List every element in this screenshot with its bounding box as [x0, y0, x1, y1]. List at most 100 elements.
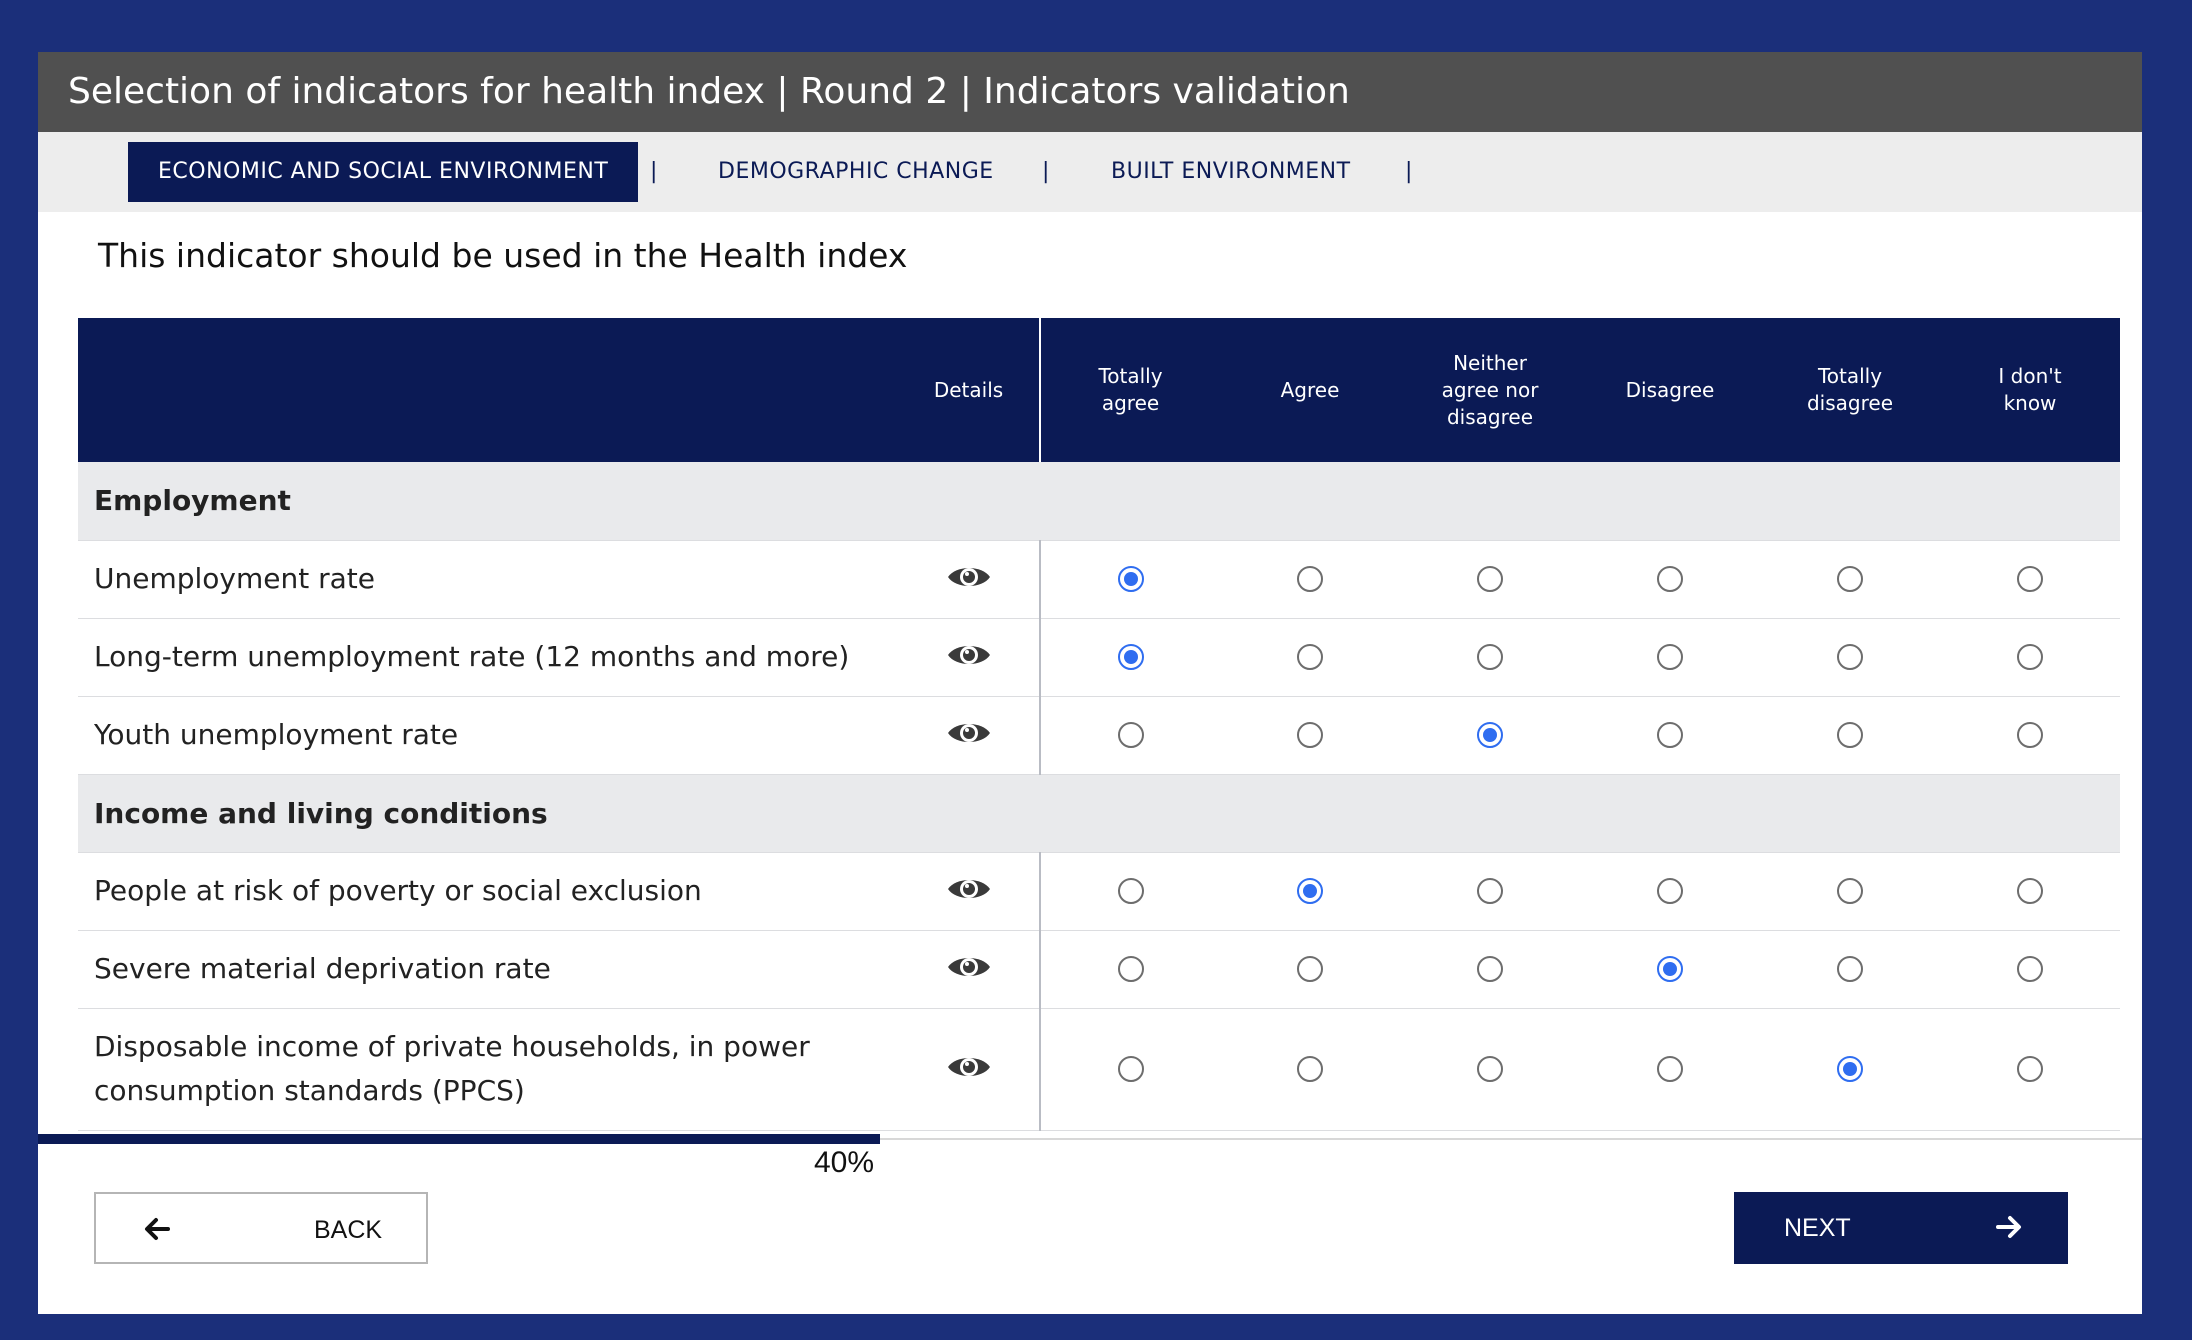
rating-radio[interactable] [1117, 1056, 1144, 1082]
eye-icon[interactable] [946, 1052, 992, 1086]
option-cell [1220, 540, 1400, 619]
details-cell [898, 852, 1041, 931]
indicator-row: Unemployment rate [78, 540, 2120, 619]
option-cell [1220, 852, 1400, 931]
rating-radio[interactable] [1477, 722, 1503, 748]
rating-radio[interactable] [1837, 644, 1863, 670]
table-header-row: Details Totally agree Agree Neither agre… [78, 318, 2120, 462]
rating-radio[interactable] [1657, 722, 1683, 748]
tab-separator: | [1042, 159, 1050, 184]
rating-radio[interactable] [1837, 956, 1863, 982]
option-cell [1580, 930, 1760, 1009]
rating-radio[interactable] [1477, 644, 1503, 670]
option-cell [1400, 1008, 1580, 1131]
option-cell [1760, 930, 1940, 1009]
indicator-row: Severe material deprivation rate [78, 930, 2120, 1009]
header-option-label: Neither agree nor disagree [1441, 350, 1539, 429]
window-title: Selection of indicators for health index… [38, 52, 2142, 132]
rating-radio[interactable] [1117, 566, 1144, 592]
option-cell [1400, 696, 1580, 775]
rating-radio[interactable] [1297, 644, 1323, 670]
option-cell [1400, 540, 1580, 619]
option-cell [1220, 930, 1400, 1009]
option-cell [1760, 1008, 1940, 1131]
rating-radio[interactable] [1117, 644, 1144, 670]
rating-radio[interactable] [1657, 956, 1683, 982]
back-button[interactable]: BACK [94, 1192, 428, 1264]
rating-radio[interactable] [2017, 722, 2043, 748]
rating-radio[interactable] [1297, 956, 1323, 982]
option-cell [1760, 540, 1940, 619]
rating-radio[interactable] [1297, 722, 1323, 748]
eye-icon[interactable] [946, 874, 992, 908]
eye-icon[interactable] [946, 952, 992, 986]
indicator-row: Long-term unemployment rate (12 months a… [78, 618, 2120, 697]
indicator-label: Severe material deprivation rate [78, 930, 898, 1009]
header-option: Totally agree [1040, 318, 1220, 462]
rating-radio[interactable] [1297, 566, 1323, 592]
next-button[interactable]: NEXT [1734, 1192, 2068, 1264]
rating-radio[interactable] [1657, 878, 1683, 904]
tab-economic-and-social-environment[interactable]: ECONOMIC AND SOCIAL ENVIRONMENT [128, 142, 639, 202]
rating-radio[interactable] [1837, 722, 1863, 748]
indicator-label: Disposable income of private households,… [78, 1008, 898, 1131]
rating-radio[interactable] [1657, 1056, 1683, 1082]
section-tabs: ECONOMIC AND SOCIAL ENVIRONMENT | DEMOGR… [38, 132, 2142, 212]
rating-radio[interactable] [1837, 878, 1863, 904]
progress-bar [38, 1134, 880, 1144]
arrow-right-icon [1994, 1212, 2024, 1249]
indicator-label: People at risk of poverty or social excl… [78, 852, 898, 931]
header-option: Disagree [1580, 318, 1760, 462]
rating-radio[interactable] [1837, 1056, 1863, 1082]
header-option-label: Agree [1280, 377, 1340, 402]
eye-icon[interactable] [946, 640, 992, 674]
indicator-label: Long-term unemployment rate (12 months a… [78, 618, 898, 697]
eye-icon[interactable] [946, 718, 992, 752]
rating-radio[interactable] [1297, 1056, 1323, 1082]
eye-icon[interactable] [946, 562, 992, 596]
rating-radio[interactable] [2017, 644, 2043, 670]
details-cell [898, 930, 1041, 1009]
option-cell [1040, 1008, 1220, 1131]
header-option-label: Disagree [1625, 377, 1715, 402]
option-cell [1580, 618, 1760, 697]
rating-radio[interactable] [1657, 644, 1683, 670]
option-cell [1220, 696, 1400, 775]
option-cell [1760, 618, 1940, 697]
rating-radio[interactable] [1837, 566, 1863, 592]
rating-radio[interactable] [1477, 566, 1503, 592]
group-title: Employment [78, 462, 2120, 541]
group-row: Income and living conditions [78, 774, 2120, 853]
rating-radio[interactable] [1657, 566, 1683, 592]
rating-radio[interactable] [1477, 878, 1503, 904]
indicator-row: Disposable income of private households,… [78, 1008, 2120, 1131]
option-cell [1220, 1008, 1400, 1131]
tab-built-environment[interactable]: BUILT ENVIRONMENT [1111, 159, 1351, 184]
rating-radio[interactable] [2017, 566, 2043, 592]
group-title: Income and living conditions [78, 774, 2120, 853]
rating-radio[interactable] [1117, 956, 1144, 982]
rating-radio[interactable] [2017, 1056, 2043, 1082]
rating-radio[interactable] [2017, 878, 2043, 904]
header-option: I don't know [1940, 318, 2120, 462]
option-cell [1940, 618, 2120, 697]
option-cell [1040, 540, 1220, 619]
tab-demographic-change[interactable]: DEMOGRAPHIC CHANGE [718, 159, 994, 184]
indicator-table-container[interactable]: Details Totally agree Agree Neither agre… [78, 318, 2120, 1188]
rating-radio[interactable] [1117, 722, 1144, 748]
details-cell [898, 618, 1041, 697]
group-row: Employment [78, 462, 2120, 541]
rating-radio[interactable] [1117, 878, 1144, 904]
option-cell [1400, 618, 1580, 697]
rating-radio[interactable] [1297, 878, 1323, 904]
progress-label: 40% [814, 1146, 875, 1179]
rating-radio[interactable] [1477, 1056, 1503, 1082]
indicator-label: Unemployment rate [78, 540, 898, 619]
details-cell [898, 540, 1041, 619]
option-cell [1940, 1008, 2120, 1131]
rating-radio[interactable] [1477, 956, 1503, 982]
option-cell [1760, 696, 1940, 775]
rating-radio[interactable] [2017, 956, 2043, 982]
next-button-label: NEXT [1784, 1214, 1851, 1242]
option-cell [1400, 852, 1580, 931]
